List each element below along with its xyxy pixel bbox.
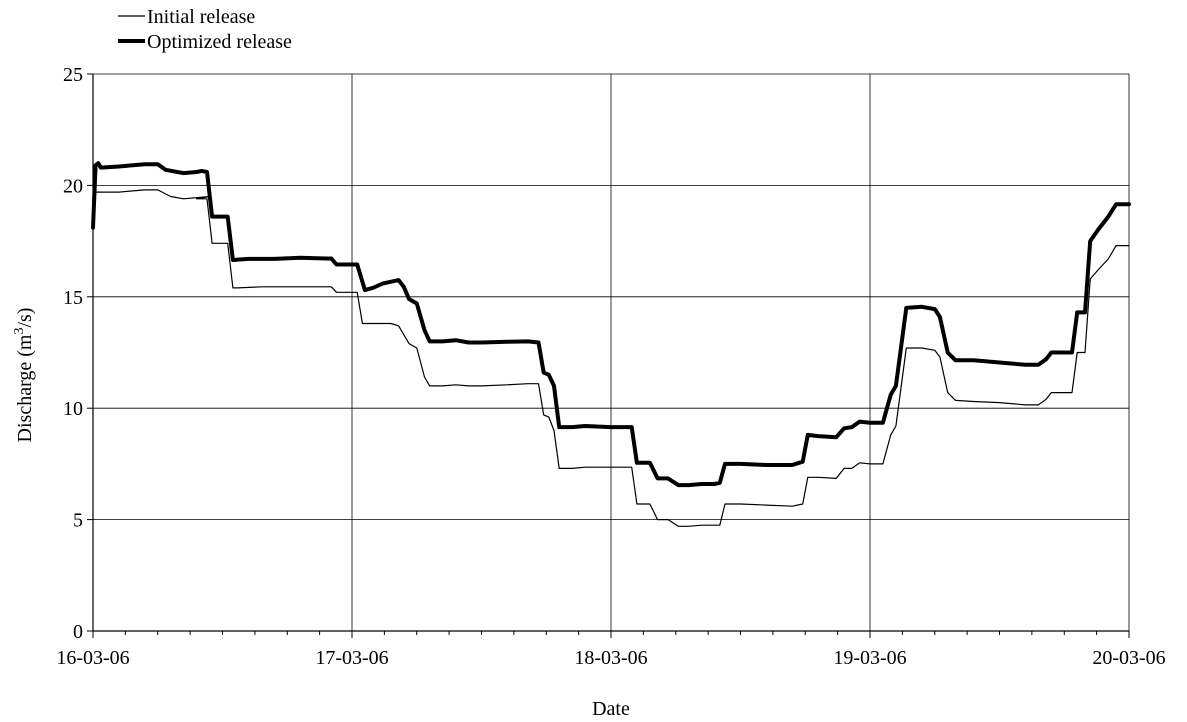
x-tick-label: 17-03-06 [315, 647, 388, 669]
legend: Initial release Optimized release [118, 6, 292, 53]
y-tick-label: 25 [63, 64, 83, 86]
x-axis-title: Date [592, 698, 630, 720]
axes [87, 73, 1130, 638]
tick-labels: 0 5 10 15 20 25 16-03-06 17-03-06 18-03-06 19-03-… [56, 64, 1165, 669]
y-axis-title-main: Discharge (m [14, 334, 36, 442]
grid-lines [92, 73, 1130, 632]
y-tick-label: 5 [73, 510, 83, 532]
series-lines [91, 161, 1131, 527]
x-tick-label: 18-03-06 [574, 647, 647, 669]
series-line-initial-release [92, 189, 1130, 527]
y-axis-title: Discharge (m3/s) [12, 308, 36, 443]
x-tick-label: 20-03-06 [1092, 647, 1165, 669]
y-tick-label: 20 [63, 175, 83, 197]
y-tick-label: 0 [73, 621, 83, 643]
legend-label-optimized-release: Optimized release [147, 31, 292, 53]
x-tick-label: 19-03-06 [833, 647, 906, 669]
y-tick-label: 15 [63, 287, 83, 309]
y-tick-label: 10 [63, 398, 83, 420]
x-tick-label: 16-03-06 [56, 647, 129, 669]
y-axis-title-superscript: 3 [12, 328, 27, 335]
legend-label-initial-release: Initial release [147, 6, 255, 28]
series-line-optimized-release [91, 161, 1131, 488]
y-axis-title-unit: /s) [14, 308, 36, 328]
